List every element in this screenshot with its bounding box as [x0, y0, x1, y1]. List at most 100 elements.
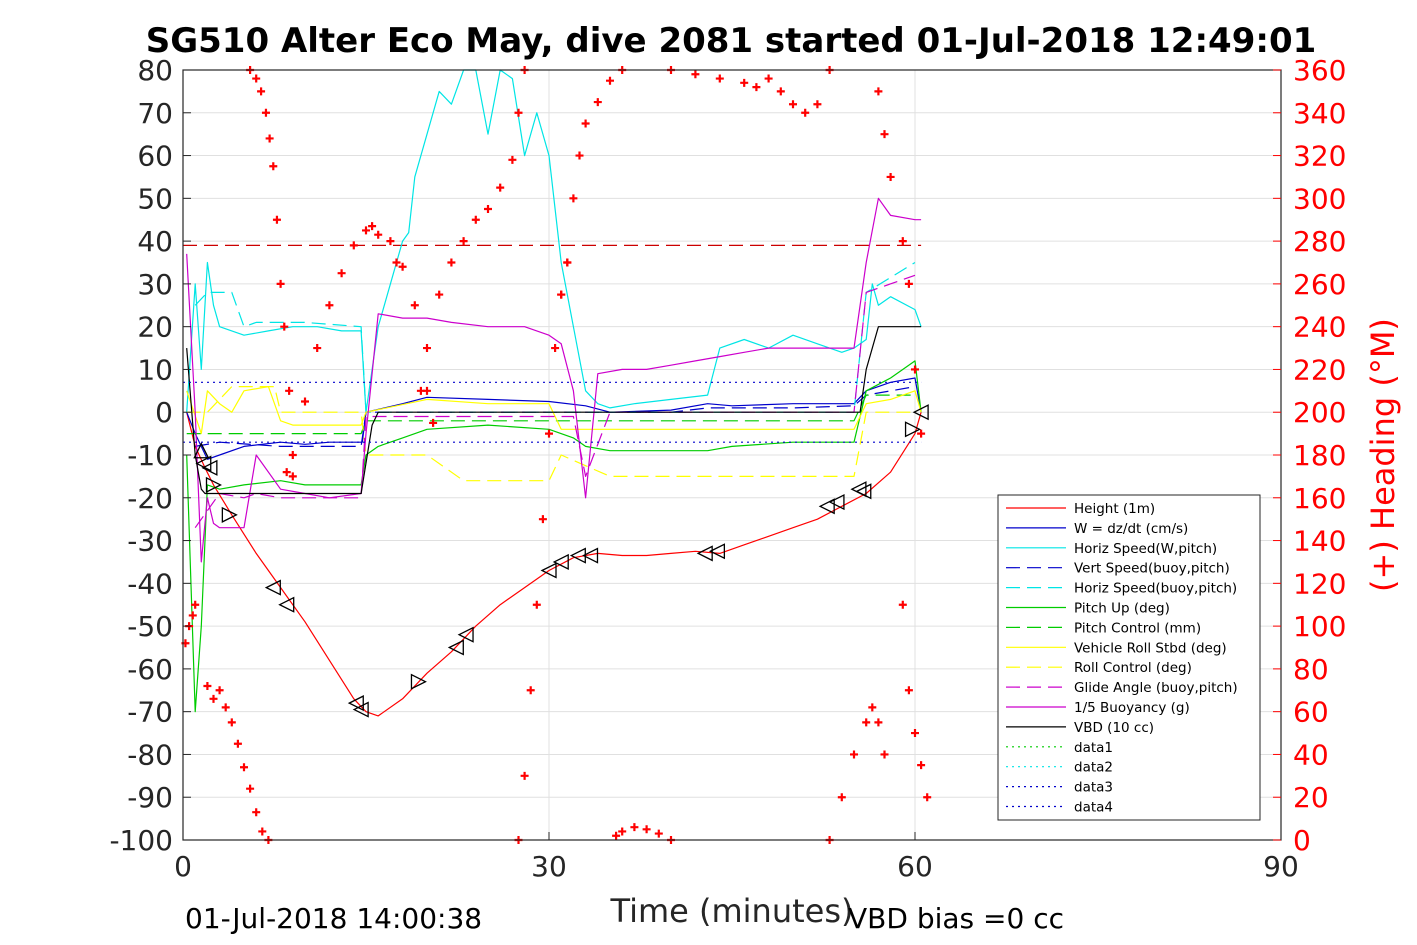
heading-marker: [261, 108, 270, 117]
heading-marker: [532, 600, 541, 609]
heading-marker: [265, 134, 274, 143]
y2-tick-label: 120: [1293, 567, 1346, 600]
y2-tick-label: 220: [1293, 353, 1346, 386]
series-line-7: [186, 386, 922, 435]
y2-tick-label: 280: [1293, 225, 1346, 258]
heading-marker: [776, 87, 785, 96]
y2-tick-label: 340: [1293, 97, 1346, 130]
y2-tick-label: 180: [1293, 439, 1346, 472]
legend-label-15: data4: [1074, 800, 1113, 816]
heading-marker: [563, 258, 572, 267]
heading-marker: [191, 600, 200, 609]
y2-tick-label: 260: [1293, 268, 1346, 301]
series-line-5: [186, 360, 922, 713]
x-axis-label: Time (minutes): [610, 892, 854, 930]
heading-marker: [715, 74, 724, 83]
triangle-markers: [193, 404, 929, 718]
y2-tick-label: 360: [1293, 54, 1346, 87]
series-layer: [183, 69, 922, 717]
triangle-marker: [569, 547, 586, 564]
heading-marker: [416, 386, 425, 395]
heading-marker: [569, 194, 578, 203]
triangle-marker: [708, 543, 726, 560]
heading-marker: [203, 682, 212, 690]
legend-label-1: W = dz/dt (cm/s): [1074, 521, 1188, 537]
heading-marker: [526, 686, 535, 695]
heading-marker: [257, 87, 266, 96]
series-line-10: [186, 197, 922, 563]
heading-marker: [911, 365, 919, 374]
heading-marker: [764, 74, 773, 83]
triangle-marker: [904, 421, 922, 438]
legend-label-0: Height (1m): [1074, 501, 1155, 517]
triangle-marker: [818, 498, 835, 515]
heading-marker: [538, 515, 547, 524]
y2-tick-label: 320: [1293, 140, 1346, 173]
heading-marker: [917, 429, 926, 438]
heading-marker: [874, 87, 883, 96]
legend-box: [997, 494, 1261, 821]
heading-marker: [898, 237, 907, 246]
triangle-marker: [221, 506, 238, 523]
heading-marker: [606, 76, 614, 85]
heading-marker: [227, 718, 236, 727]
legend-label-9: Glide Angle (buoy,pitch): [1074, 680, 1238, 696]
series-line-2: [186, 69, 922, 413]
heading-marker: [850, 750, 858, 759]
legend-label-7: Vehicle Roll Stbd (deg): [1074, 640, 1227, 656]
heading-marker: [386, 237, 395, 246]
heading-marker: [325, 301, 334, 310]
triangle-marker: [347, 695, 364, 712]
heading-marker: [898, 600, 907, 609]
heading-marker: [276, 279, 285, 288]
heading-marker: [269, 162, 278, 171]
y-tick-label: 40: [137, 225, 173, 258]
legend-label-5: Pitch Up (deg): [1074, 601, 1170, 617]
heading-marker: [272, 215, 281, 224]
heading-marker: [691, 70, 700, 79]
y-tick-label: 60: [137, 140, 173, 173]
x-tick-label: 60: [897, 850, 933, 883]
y-tick-label: -40: [127, 567, 173, 600]
heading-marker: [447, 258, 456, 267]
series-line-4: [194, 261, 916, 413]
y-tick-label: -10: [127, 439, 173, 472]
heading-marker: [215, 686, 224, 695]
heading-marker: [612, 831, 621, 840]
triangle-marker: [540, 562, 557, 579]
heading-marker: [282, 468, 291, 477]
triangle-marker: [457, 626, 474, 643]
heading-marker: [837, 793, 846, 802]
y-tick-label: -70: [127, 696, 173, 729]
heading-marker: [496, 183, 505, 192]
series-line-11: [186, 326, 922, 495]
triangle-marker: [410, 673, 427, 690]
heading-marker: [209, 694, 218, 703]
legend-label-2: Horiz Speed(W,pitch): [1074, 541, 1217, 557]
heading-marker: [874, 718, 883, 727]
heading-marker: [392, 258, 401, 267]
y-tick-label: 10: [137, 353, 173, 386]
heading-marker: [911, 729, 919, 738]
y2-tick-label: 40: [1293, 738, 1329, 771]
heading-marker: [789, 100, 797, 109]
x-tick-label: 30: [531, 850, 567, 883]
triangle-marker: [696, 545, 713, 562]
y2-tick-label: 20: [1293, 781, 1329, 814]
heading-marker: [471, 215, 480, 224]
x-tick-label: 0: [174, 850, 192, 883]
footer-timestamp: 01-Jul-2018 14:00:38: [185, 902, 482, 935]
heading-marker: [557, 290, 566, 299]
y2-tick-label: 0: [1293, 824, 1311, 857]
heading-marker: [285, 386, 294, 395]
heading-marker: [337, 269, 346, 278]
y2-tick-label: 160: [1293, 482, 1346, 515]
heading-marker: [459, 237, 468, 246]
axes: 80706050403020100-10-20-30-40-50-60-70-8…: [109, 54, 1346, 883]
legend-label-10: 1/5 Buoyancy (g): [1074, 700, 1190, 716]
heading-marker: [246, 784, 255, 793]
triangle-marker: [205, 476, 222, 493]
heading-marker: [514, 108, 523, 117]
legend-label-3: Vert Speed(buoy,pitch): [1074, 561, 1230, 577]
